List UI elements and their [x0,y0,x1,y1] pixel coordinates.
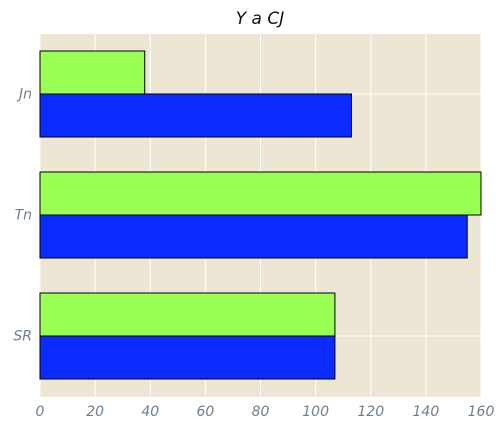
bar-series-2-Jn [39,50,146,95]
x-tick-label: 60 [196,404,214,420]
bar-series-1-SR [39,335,336,380]
bars-layer [39,50,482,380]
x-tick-label: 20 [86,404,104,420]
y-tick-label: SR [13,329,32,345]
x-tick-label: 40 [141,404,159,420]
chart-title: Y a CJ [236,9,285,29]
bar-series-1-Tn [39,214,468,259]
x-tick-label: 0 [36,404,45,420]
x-tick-label: 120 [357,404,384,420]
bar-series-1-Jn [39,93,352,138]
x-axis-ticks: 0 20 40 60 80 100 120 140 160 [36,404,495,420]
x-tick-label: 100 [302,404,329,420]
x-tick-label: 160 [468,404,495,420]
x-tick-label: 80 [252,404,270,420]
bar-series-2-Tn [39,171,482,216]
bar-series-2-SR [39,292,336,337]
y-axis-ticks: Jn Tn SR [13,87,32,345]
y-tick-label: Jn [16,87,32,103]
x-tick-label: 140 [413,404,440,420]
y-tick-label: Tn [15,208,32,224]
